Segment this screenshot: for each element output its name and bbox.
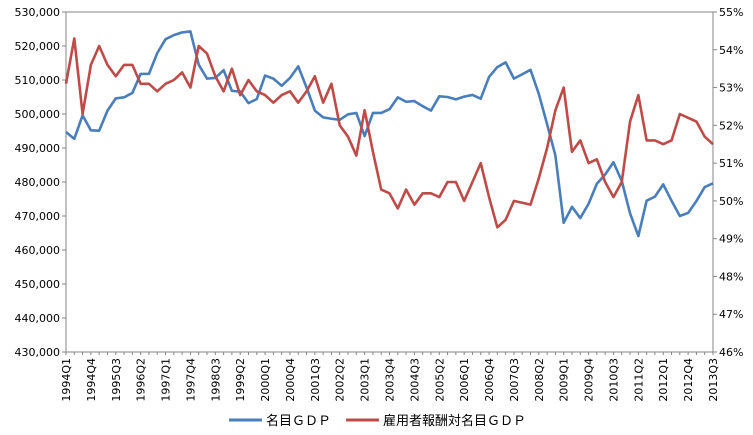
x-tick-label: 1997Q4 xyxy=(184,358,197,402)
x-tick-label: 2005Q2 xyxy=(433,358,446,402)
x-tick-label: 2000Q4 xyxy=(284,358,297,402)
x-tick-label: 2011Q2 xyxy=(632,358,645,402)
x-tick-label: 2008Q2 xyxy=(533,358,546,402)
left-tick-label: 490,000 xyxy=(15,142,61,155)
legend-label-gdp: 名目ＧＤＰ xyxy=(266,413,331,429)
x-tick-label: 1998Q3 xyxy=(209,358,222,402)
left-tick-label: 530,000 xyxy=(15,6,61,19)
x-tick-label: 2012Q1 xyxy=(657,358,670,402)
x-tick-label: 2007Q3 xyxy=(508,358,521,402)
right-tick-label: 52% xyxy=(719,119,743,132)
x-tick-label: 2012Q4 xyxy=(682,358,695,402)
left-tick-label: 480,000 xyxy=(15,176,61,189)
left-axis: 430,000 440,000 450,000 460,000 470,000 480,0… xyxy=(15,6,66,359)
x-tick-label: 2009Q4 xyxy=(583,358,596,402)
x-tick-label: 2003Q1 xyxy=(359,358,372,402)
left-tick-label: 450,000 xyxy=(15,278,61,291)
x-tick-label: 2010Q3 xyxy=(607,358,620,402)
x-tick-label: 2013Q3 xyxy=(707,358,720,402)
left-tick-label: 430,000 xyxy=(15,346,61,359)
left-tick-label: 470,000 xyxy=(15,210,61,223)
x-tick-label: 1994Q4 xyxy=(85,358,98,402)
x-tick-label: 1994Q1 xyxy=(60,358,73,402)
right-axis: 46% 47% 48% 49% 50% 51% 52% 53% 54% 55% xyxy=(713,6,743,359)
x-tick-label: 1995Q3 xyxy=(110,358,123,402)
series-layer xyxy=(64,30,714,238)
frame-layer xyxy=(65,11,714,353)
left-tick-label: 510,000 xyxy=(15,74,61,87)
plot-area xyxy=(65,11,714,353)
legend: 名目ＧＤＰ 雇用者報酬対名目ＧＤＰ xyxy=(229,413,526,429)
x-tick-label: 2001Q3 xyxy=(309,358,322,402)
right-tick-label: 53% xyxy=(719,82,743,95)
left-tick-label: 500,000 xyxy=(15,108,61,121)
x-tick-label: 2003Q4 xyxy=(384,358,397,402)
series-line-gdp xyxy=(65,30,714,238)
x-tick-label: 1999Q2 xyxy=(234,358,247,402)
right-tick-label: 54% xyxy=(719,44,743,57)
left-tick-label: 520,000 xyxy=(15,40,61,53)
x-tick-label: 2002Q2 xyxy=(334,358,347,402)
x-tick-label: 1996Q2 xyxy=(135,358,148,402)
left-tick-label: 440,000 xyxy=(15,312,61,325)
right-tick-label: 50% xyxy=(719,195,743,208)
x-tick-label: 2009Q1 xyxy=(558,358,571,402)
right-tick-label: 51% xyxy=(719,157,743,170)
right-tick-label: 49% xyxy=(719,233,743,246)
left-tick-label: 460,000 xyxy=(15,244,61,257)
right-tick-label: 47% xyxy=(719,308,743,321)
x-axis: 1994Q1 1994Q4 1995Q3 1996Q2 1997Q1 1997Q4 1998… xyxy=(60,352,720,402)
x-tick-label: 2004Q3 xyxy=(408,358,421,402)
legend-label-comp-ratio: 雇用者報酬対名目ＧＤＰ xyxy=(383,413,526,429)
right-tick-label: 48% xyxy=(719,270,743,283)
right-tick-label: 55% xyxy=(719,6,743,19)
series-line-comp-ratio xyxy=(64,37,714,229)
x-tick-label: 2006Q1 xyxy=(458,358,471,402)
x-tick-label: 1997Q1 xyxy=(160,358,173,402)
x-tick-label: 2000Q1 xyxy=(259,358,272,402)
right-tick-label: 46% xyxy=(719,346,743,359)
x-tick-label: 2006Q4 xyxy=(483,358,496,402)
